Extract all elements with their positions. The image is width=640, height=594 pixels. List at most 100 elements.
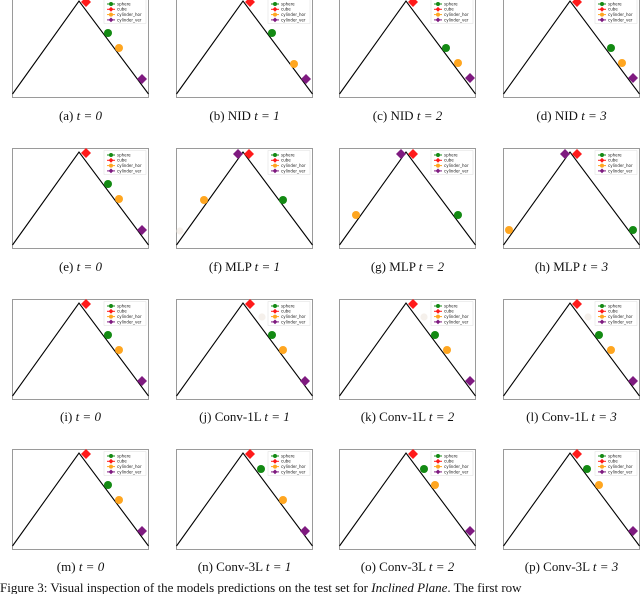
legend-item-label: cube: [117, 459, 127, 464]
legend-item-label: cylinder_ver: [444, 469, 469, 474]
legend-item-label: cube: [444, 7, 454, 12]
cylinder-hor-marker: [290, 60, 298, 68]
sphere-marker: [454, 211, 462, 219]
legend-item-label: sphere: [608, 453, 622, 458]
model-name: NID: [227, 108, 251, 123]
legend-item-label: cylinder_hor: [117, 163, 142, 168]
timestep: t = 0: [76, 108, 103, 123]
cylinder-ver-marker: [137, 526, 147, 536]
cylinder-ver-marker: [233, 149, 243, 159]
legend-item-label: cylinder_ver: [444, 17, 469, 22]
inclined-plane-line: [176, 0, 313, 95]
model-name: NID: [554, 108, 578, 123]
subplot-label: (a): [58, 108, 74, 123]
legend-item-label: sphere: [117, 303, 131, 308]
subplot-label: (o): [360, 559, 376, 574]
cylinder-ver-marker: [396, 149, 406, 159]
sphere-marker: [279, 196, 287, 204]
subplot-label: (i): [60, 409, 73, 424]
subplot-caption: (g) MLP t = 2: [327, 259, 488, 275]
subplot-label: (d): [536, 108, 552, 123]
sphere-marker: [629, 226, 637, 234]
cube-marker: [408, 0, 418, 7]
legend-item-label: cylinder_ver: [117, 469, 142, 474]
cylinder-ver-marker: [300, 376, 310, 386]
legend-item-label: sphere: [608, 303, 622, 308]
cylinder-hor-marker: [618, 59, 626, 67]
legend-item-label: cylinder_ver: [117, 168, 142, 173]
cylinder-hor-marker: [607, 346, 615, 354]
timestep: t = 1: [254, 108, 280, 123]
timestep: t = 2: [428, 409, 455, 424]
legend-item-label: cylinder_ver: [281, 469, 306, 474]
cylinder-ver-marker: [628, 376, 638, 386]
cube-marker: [572, 0, 582, 7]
model-name: Conv-1L: [214, 409, 262, 424]
subplot-label: (l): [526, 409, 539, 424]
legend-item-label: cylinder_hor: [444, 464, 469, 469]
inclined-plane-line: [503, 302, 640, 397]
legend-item-label: sphere: [281, 453, 295, 458]
inclined-plane-line: [12, 302, 149, 397]
legend-item-label: sphere: [608, 1, 622, 6]
timestep: t = 1: [264, 409, 290, 424]
cylinder-hor-marker: [200, 196, 208, 204]
legend-item-label: cube: [281, 459, 291, 464]
legend-item-label: cube: [117, 158, 127, 163]
subplot-label: (p): [524, 559, 540, 574]
inclined-plane-line: [503, 452, 640, 547]
legend-item-label: cylinder_hor: [608, 314, 633, 319]
subplot-label: (g): [370, 259, 387, 274]
inclined-plane-line: [339, 302, 476, 397]
subplot-label: (n): [197, 559, 213, 574]
legend-item-label: sphere: [117, 1, 131, 6]
sphere-marker: [583, 465, 591, 473]
legend-item-label: cylinder_ver: [608, 469, 633, 474]
subplot-caption: (d) NID t = 3: [491, 108, 640, 124]
timestep: t = 3: [592, 559, 619, 574]
cube-marker: [81, 299, 91, 309]
cylinder-ver-marker: [137, 74, 147, 84]
legend-item-label: cylinder_ver: [444, 319, 469, 324]
legend-item-label: cylinder_hor: [608, 464, 633, 469]
figure-caption-suffix: . The first row: [447, 580, 522, 594]
cylinder-hor-marker: [115, 346, 123, 354]
subplot-caption: (h) MLP t = 3: [491, 259, 640, 275]
legend-item-label: sphere: [444, 1, 458, 6]
subplot-caption: (f) MLP t = 1: [164, 259, 325, 275]
legend-item-label: cube: [444, 459, 454, 464]
sphere-marker: [595, 331, 603, 339]
cube-marker: [572, 449, 582, 459]
legend-item-label: cube: [608, 158, 618, 163]
sphere-marker: [104, 180, 112, 188]
legend-item-label: cylinder_ver: [444, 168, 469, 173]
legend-item-label: cylinder_hor: [444, 314, 469, 319]
sphere-marker: [268, 29, 276, 37]
legend-item-label: cylinder_ver: [281, 168, 306, 173]
legend-item-label: sphere: [444, 453, 458, 458]
inclined-plane-line: [12, 151, 149, 246]
model-name: Conv-3L: [543, 559, 590, 574]
legend-item-label: cylinder_hor: [281, 163, 306, 168]
timestep: t = 3: [581, 108, 607, 123]
legend-item-label: cube: [444, 158, 454, 163]
subplot-caption: (l) Conv-1L t = 3: [491, 409, 640, 425]
inclined-plane-line: [503, 0, 640, 95]
model-name: MLP: [225, 259, 252, 274]
model-name: NID: [390, 108, 414, 123]
figure-caption-dataset: Inclined Plane: [371, 580, 448, 594]
legend-item-label: cylinder_ver: [117, 17, 142, 22]
timestep: t = 2: [428, 559, 455, 574]
cylinder-ver-marker: [137, 376, 147, 386]
